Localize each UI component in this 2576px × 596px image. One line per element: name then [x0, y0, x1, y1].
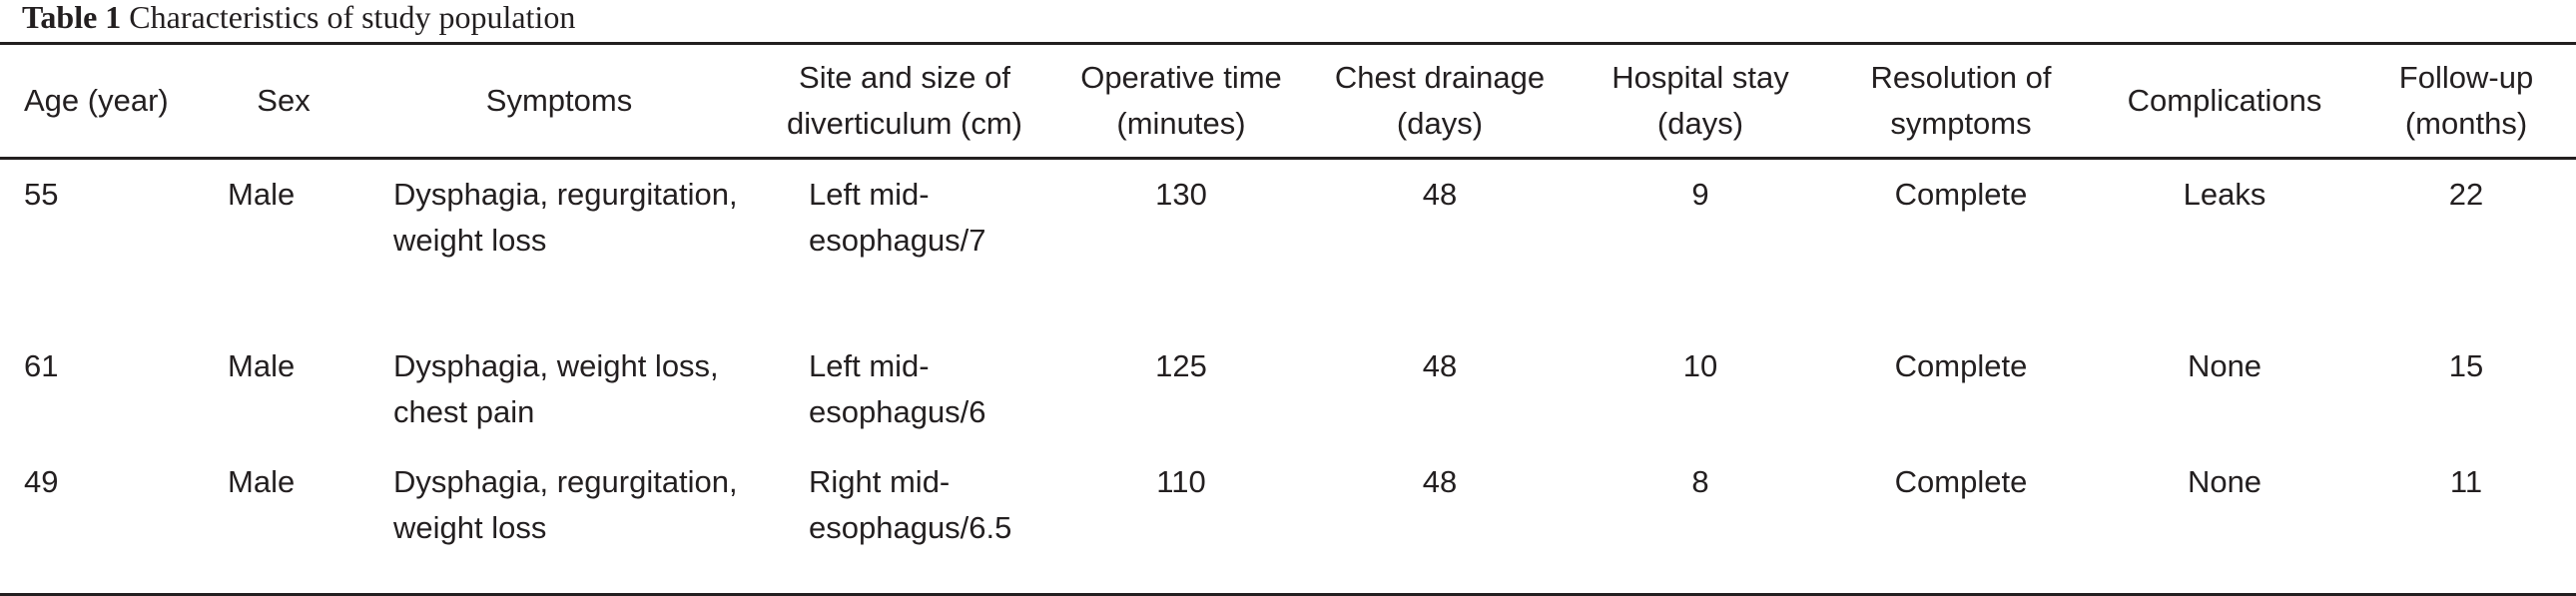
cell-symptoms: Dysphagia, weight loss, chest pain [393, 348, 719, 429]
cell-sex: Male [228, 464, 296, 499]
header-symptoms: Symptoms [485, 83, 633, 118]
table-row: 61 Male Dysphagia, weight loss, chest pa… [0, 331, 2576, 447]
cell-operative-time: 130 [1155, 177, 1207, 212]
cell-site-size: Left mid-esophagus/6 [809, 348, 986, 429]
table-row: 49 Male Dysphagia, regurgitation, weight… [0, 447, 2576, 595]
cell-symptoms: Dysphagia, regurgitation, weight loss [393, 464, 738, 545]
cell-follow-up: 11 [2449, 464, 2483, 499]
table-caption-label: Table 1 [22, 0, 122, 35]
cell-site-size: Left mid-esophagus/7 [809, 177, 986, 258]
cell-age: 61 [24, 348, 59, 383]
cell-hospital-stay: 8 [1691, 464, 1709, 499]
header-age: Age (year) [24, 83, 169, 118]
header-follow-up: Follow-up (months) [2398, 60, 2534, 141]
table-caption: Table 1 Characteristics of study populat… [22, 0, 575, 40]
cell-complications: None [2187, 348, 2262, 383]
table-caption-title: Characteristics of study population [129, 0, 576, 35]
cell-symptoms: Dysphagia, regurgitation, weight loss [393, 177, 738, 258]
characteristics-table: Age (year) Sex Symptoms Site and size of… [0, 42, 2576, 596]
cell-hospital-stay: 10 [1682, 348, 1718, 383]
cell-follow-up: 22 [2448, 177, 2484, 212]
cell-hospital-stay: 9 [1691, 177, 1709, 212]
cell-chest-drainage: 48 [1422, 464, 1458, 499]
cell-resolution: Complete [1894, 177, 2028, 212]
table-container: Age (year) Sex Symptoms Site and size of… [0, 42, 2576, 596]
cell-site-size: Right mid-esophagus/6.5 [809, 464, 1012, 545]
header-sex: Sex [257, 83, 311, 118]
cell-sex: Male [228, 177, 296, 212]
cell-resolution: Complete [1894, 348, 2028, 383]
header-resolution: Resolution of symptoms [1870, 60, 2052, 141]
cell-resolution: Complete [1894, 464, 2028, 499]
header-site-size: Site and size of diverticulum (cm) [787, 60, 1022, 141]
cell-chest-drainage: 48 [1422, 348, 1458, 383]
header-operative-time: Operative time (minutes) [1080, 60, 1282, 141]
cell-operative-time: 110 [1156, 464, 1206, 499]
cell-age: 55 [24, 177, 59, 212]
header-complications: Complications [2127, 83, 2322, 118]
cell-follow-up: 15 [2448, 348, 2484, 383]
cell-complications: Leaks [2183, 177, 2266, 212]
header-hospital-stay: Hospital stay (days) [1611, 60, 1789, 141]
cell-sex: Male [228, 348, 296, 383]
cell-age: 49 [24, 464, 59, 499]
cell-complications: None [2187, 464, 2262, 499]
table-header-row: Age (year) Sex Symptoms Site and size of… [0, 43, 2576, 159]
cell-chest-drainage: 48 [1422, 177, 1458, 212]
header-chest-drainage: Chest drainage (days) [1334, 60, 1546, 141]
cell-operative-time: 125 [1155, 348, 1207, 383]
table-row: 55 Male Dysphagia, regurgitation, weight… [0, 159, 2576, 332]
